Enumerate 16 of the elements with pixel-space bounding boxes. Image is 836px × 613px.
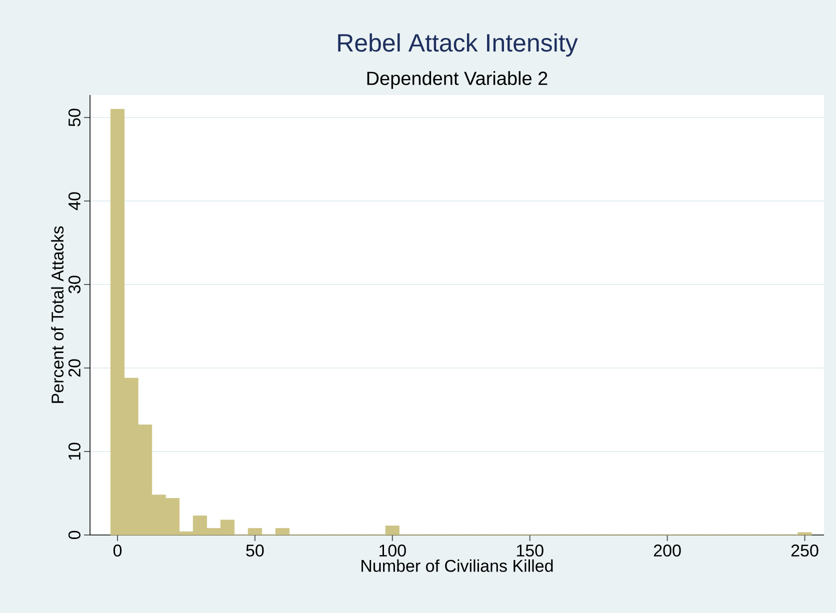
x-tick-label: 100 bbox=[380, 544, 406, 557]
y-tick-label: 40 bbox=[68, 192, 80, 210]
y-tick-label: 10 bbox=[68, 442, 80, 460]
chart-subtitle: Dependent Variable 2 bbox=[367, 71, 548, 89]
x-tick-label: 150 bbox=[516, 544, 544, 557]
x-tick-label: 200 bbox=[654, 544, 681, 557]
x-tick-label: 50 bbox=[246, 544, 264, 557]
chart-title: Rebel Attack Intensity bbox=[338, 33, 578, 57]
y-tick-label: 20 bbox=[68, 359, 80, 377]
y-tick-label: 50 bbox=[68, 108, 80, 126]
x-axis-title: Number of Civilians Killed bbox=[362, 559, 553, 572]
x-tick-label: 0 bbox=[113, 544, 122, 557]
y-tick-label: 0 bbox=[68, 530, 80, 540]
x-tick-label: 250 bbox=[791, 544, 818, 557]
y-tick-label: 30 bbox=[68, 276, 80, 294]
y-axis-title: Percent of Total Attacks bbox=[51, 226, 64, 403]
